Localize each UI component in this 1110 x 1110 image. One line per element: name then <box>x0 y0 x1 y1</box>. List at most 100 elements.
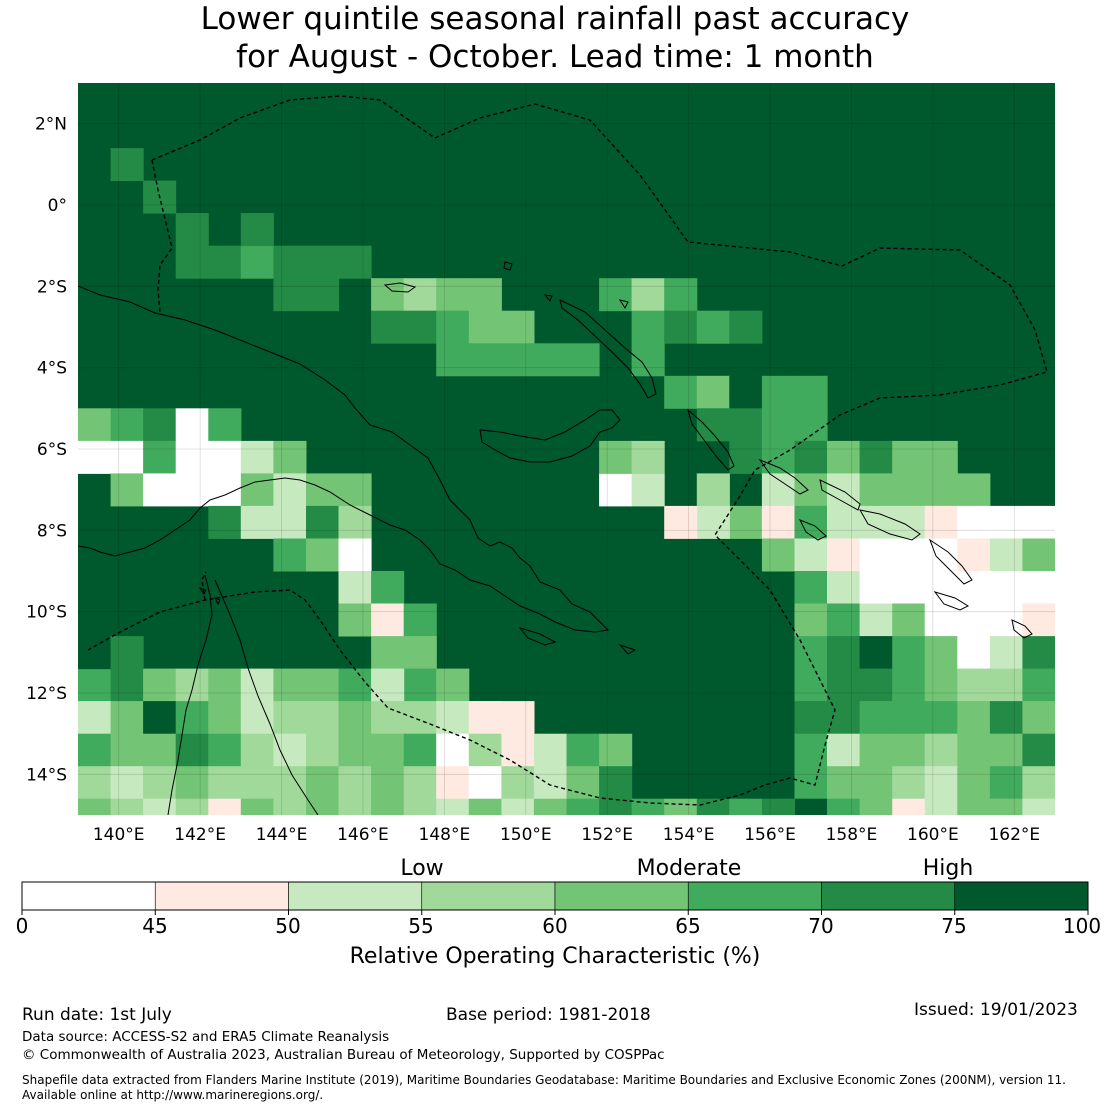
roc-cell <box>761 408 795 442</box>
roc-cell <box>761 798 795 815</box>
lon-tick-label: 154°E <box>663 825 715 845</box>
shapefile-credit-line-1: Shapefile data extracted from Flanders M… <box>22 1073 1066 1087</box>
roc-cell <box>273 538 307 572</box>
roc-cell <box>892 701 926 735</box>
roc-cell <box>859 636 893 670</box>
colorbar-bin <box>954 881 1089 911</box>
roc-cell <box>566 798 600 815</box>
roc-cell <box>175 733 209 767</box>
roc-cell <box>827 701 861 735</box>
roc-cell <box>338 733 372 767</box>
roc-cell <box>566 343 600 377</box>
roc-cell <box>924 603 958 637</box>
roc-cell <box>306 733 340 767</box>
roc-cell <box>924 798 958 815</box>
roc-cell <box>827 798 861 815</box>
roc-cell <box>143 473 177 507</box>
shapefile-credit-line-2: Available online at http://www.marinereg… <box>22 1088 324 1102</box>
run-date: Run date: 1st July <box>22 1005 172 1025</box>
roc-cell <box>468 310 502 344</box>
roc-cell <box>78 440 112 474</box>
roc-cell <box>436 668 470 702</box>
roc-cell <box>924 571 958 604</box>
roc-cell <box>924 701 958 735</box>
roc-cell <box>892 603 926 637</box>
bismarck-islets <box>503 261 629 310</box>
roc-cell <box>859 538 893 572</box>
lat-tick-label: 2°N <box>35 115 67 135</box>
roc-cell <box>989 636 1023 670</box>
roc-cell <box>240 213 274 247</box>
roc-cell <box>436 278 470 312</box>
roc-cell <box>924 473 958 507</box>
colorbar-tick-70: 70 <box>808 914 834 938</box>
roc-cell <box>175 701 209 735</box>
roc-cell <box>78 668 112 702</box>
roc-cell <box>533 343 567 377</box>
lat-tick-label: 4°S <box>37 359 67 379</box>
roc-cell <box>599 440 633 474</box>
roc-cell <box>664 310 698 344</box>
roc-cell <box>892 571 926 604</box>
roc-cell <box>631 278 665 312</box>
roc-cell <box>436 798 470 815</box>
roc-cell <box>208 701 242 735</box>
roc-cell <box>338 245 372 279</box>
colorbar-tick-55: 55 <box>408 914 434 938</box>
roc-cell <box>989 538 1023 572</box>
roc-cell <box>631 440 665 474</box>
roc-cell <box>664 278 698 312</box>
lat-tick-label: 10°S <box>26 603 67 623</box>
roc-cell <box>827 636 861 670</box>
roc-cell <box>338 473 372 507</box>
roc-cell <box>859 766 893 800</box>
roc-cell <box>143 408 177 442</box>
colorbar-tick-60: 60 <box>542 914 568 938</box>
roc-cell <box>1022 505 1055 539</box>
roc-cell <box>892 636 926 670</box>
roc-cell <box>599 766 633 800</box>
roc-cell <box>827 505 861 539</box>
roc-cell <box>175 798 209 815</box>
roc-cell <box>859 668 893 702</box>
roc-cell <box>827 733 861 767</box>
roc-cell <box>501 798 535 815</box>
roc-cell <box>892 440 926 474</box>
rossel-coastline <box>618 643 637 655</box>
roc-cell <box>599 473 633 507</box>
colorbar-tick-75: 75 <box>941 914 967 938</box>
new-georgia-coastline <box>798 519 827 541</box>
colorbar-tick-45: 45 <box>142 914 168 938</box>
roc-cell <box>501 766 535 800</box>
roc-cell <box>599 278 633 312</box>
roc-cell <box>761 473 795 507</box>
roc-cell <box>859 571 893 604</box>
roc-cell <box>306 766 340 800</box>
roc-cell <box>338 668 372 702</box>
roc-cell <box>761 538 795 572</box>
roc-cell <box>696 798 730 815</box>
title-line-1: Lower quintile seasonal rainfall past ac… <box>200 1 910 37</box>
roc-cell <box>631 343 665 377</box>
graticule <box>78 83 1055 815</box>
roc-cell <box>273 505 307 539</box>
roc-cell <box>533 766 567 800</box>
roc-cell <box>240 440 274 474</box>
roc-cell <box>501 701 535 735</box>
roc-cell <box>1022 538 1055 572</box>
roc-cell <box>957 766 991 800</box>
roc-cell <box>436 310 470 344</box>
lat-tick-label: 14°S <box>26 765 67 785</box>
lat-tick-label: 6°S <box>37 440 67 460</box>
lon-tick-label: 152°E <box>581 825 633 845</box>
malaita-coastline <box>928 538 973 585</box>
roc-cell <box>78 636 112 670</box>
roc-cell <box>1022 571 1055 604</box>
lat-tick-label: 8°S <box>37 521 67 541</box>
colorbar-bin <box>21 881 156 911</box>
roc-cell <box>208 798 242 815</box>
roc-cell <box>794 701 828 735</box>
png-eez-boundary <box>87 95 1048 806</box>
roc-cell <box>468 343 502 377</box>
roc-cell <box>403 798 437 815</box>
